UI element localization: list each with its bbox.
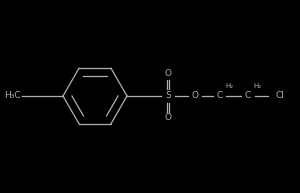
Text: H₂: H₂ [225,83,233,89]
Text: O: O [164,113,172,123]
Text: C: C [245,91,251,101]
Text: S: S [165,91,171,101]
Text: H₂: H₂ [253,83,261,89]
Text: O: O [164,69,172,79]
Text: Cl: Cl [275,91,284,101]
Text: H₃C: H₃C [4,91,21,101]
Text: O: O [191,91,199,101]
Text: C: C [217,91,223,101]
